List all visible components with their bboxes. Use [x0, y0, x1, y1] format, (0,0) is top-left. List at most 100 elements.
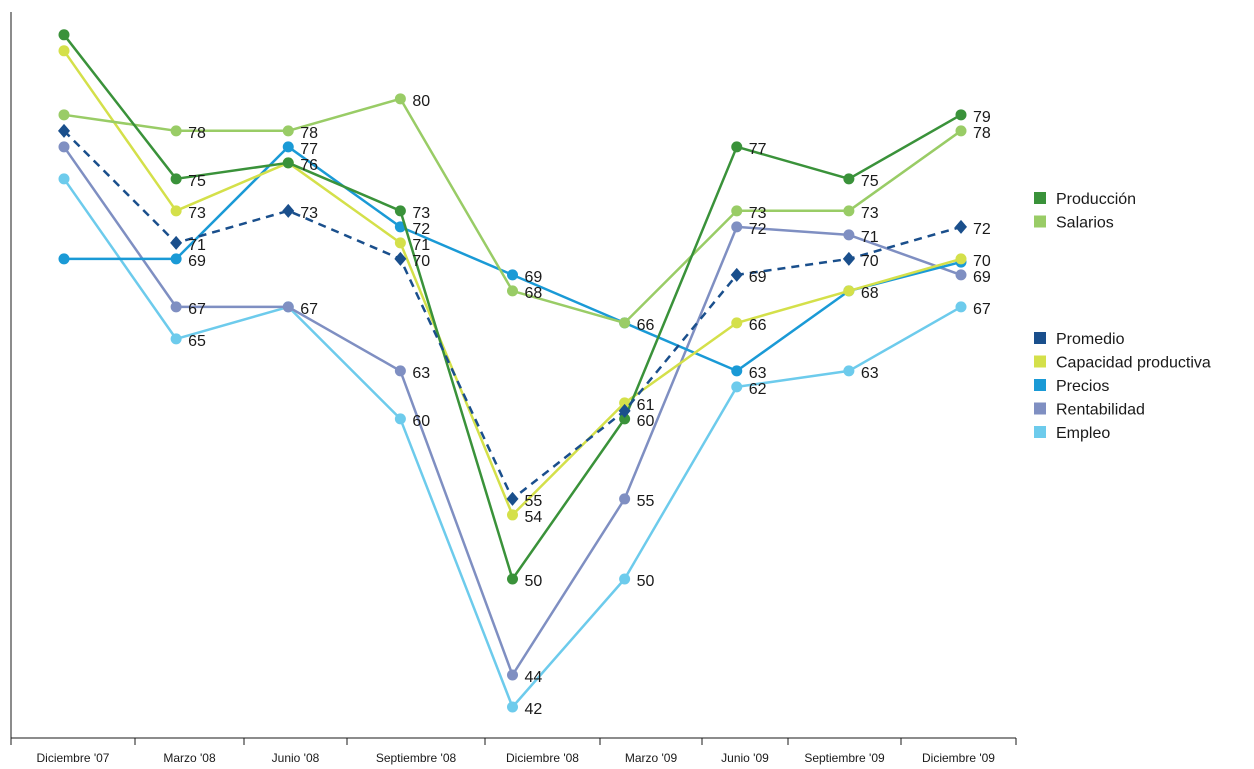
- data-label-salarios: 80: [412, 93, 430, 110]
- data-point-promedio: [618, 403, 631, 418]
- data-label-salarios: 78: [300, 125, 318, 142]
- data-label-empleo: 63: [861, 365, 879, 382]
- data-point-empleo: [394, 413, 406, 425]
- data-label-empleo: 65: [188, 333, 206, 350]
- data-label-produccion: 75: [861, 173, 879, 190]
- data-point-precios: [394, 221, 406, 233]
- legend: Producción Salarios Promedio Capacidad prod…: [1034, 191, 1211, 442]
- data-point-promedio: [58, 123, 70, 138]
- data-label-salarios: 78: [188, 125, 206, 142]
- data-label-rentabilidad: 72: [749, 221, 767, 238]
- data-label-rentabilidad: 55: [637, 493, 655, 510]
- data-point-salarios: [619, 317, 631, 329]
- data-label-capacidad-productiva: 76: [300, 157, 318, 174]
- legend-swatch: [1034, 215, 1046, 228]
- data-point-promedio: [394, 251, 407, 266]
- data-label-rentabilidad: 44: [525, 669, 543, 686]
- legend-swatch: [1034, 332, 1046, 344]
- data-label-salarios: 73: [861, 205, 879, 222]
- legend-swatch: [1034, 426, 1046, 438]
- data-point-produccion: [282, 157, 294, 169]
- legend-swatch: [1034, 402, 1046, 415]
- x-tick-label: Junio '08: [272, 751, 320, 765]
- legend-label: Empleo: [1056, 425, 1110, 442]
- data-point-produccion: [619, 413, 631, 425]
- series-salarios: [58, 93, 967, 329]
- data-point-rentabilidad: [282, 301, 294, 313]
- legend-label: Rentabilidad: [1056, 402, 1145, 419]
- data-point-precios: [170, 253, 182, 265]
- data-point-promedio: [506, 491, 519, 506]
- data-label-salarios: 73: [749, 205, 767, 222]
- data-label-empleo: 67: [973, 301, 991, 318]
- data-label-empleo: 60: [412, 413, 430, 430]
- data-point-rentabilidad: [58, 141, 70, 153]
- data-point-rentabilidad: [507, 669, 518, 681]
- data-label-rentabilidad: 69: [973, 269, 991, 286]
- data-point-salarios: [282, 125, 294, 137]
- data-point-rentabilidad: [955, 269, 967, 281]
- data-point-salarios: [170, 125, 182, 137]
- data-point-salarios: [58, 109, 70, 121]
- legend-item-empleo: Empleo: [1034, 425, 1110, 442]
- data-label-promedio: 69: [749, 269, 767, 286]
- data-point-produccion: [731, 141, 743, 153]
- data-label-empleo: 62: [749, 381, 767, 398]
- data-point-rentabilidad: [394, 365, 406, 377]
- data-point-precios: [731, 365, 743, 377]
- legend-label: Salarios: [1056, 215, 1114, 232]
- series-capacidad-productiva: [58, 45, 967, 521]
- data-point-precios: [58, 253, 70, 265]
- data-point-promedio: [730, 267, 743, 282]
- data-point-produccion: [170, 173, 182, 185]
- legend-swatch: [1034, 379, 1046, 391]
- legend-item-produccion: Producción: [1034, 191, 1136, 208]
- data-label-precios: 77: [300, 141, 318, 158]
- data-label-capacidad-productiva: 66: [749, 317, 767, 334]
- data-label-promedio: 55: [525, 493, 543, 510]
- data-point-produccion: [955, 109, 967, 121]
- data-point-precios: [282, 141, 294, 153]
- legend-swatch: [1034, 355, 1046, 368]
- legend-label: Producción: [1056, 191, 1136, 208]
- data-label-promedio: 70: [412, 253, 430, 270]
- data-label-rentabilidad: 67: [188, 301, 206, 318]
- data-point-rentabilidad: [843, 229, 855, 241]
- data-point-empleo: [619, 573, 631, 585]
- data-point-empleo: [170, 333, 182, 345]
- data-point-empleo: [731, 381, 743, 393]
- legend-label: Precios: [1056, 378, 1109, 395]
- data-point-precios: [507, 269, 518, 281]
- data-label-produccion: 60: [637, 413, 655, 430]
- legend-swatch: [1034, 192, 1046, 204]
- data-label-capacidad-productiva: 71: [412, 237, 430, 254]
- data-point-capacidad-productiva: [58, 45, 70, 57]
- x-axis-ticks: Diciembre '07 Marzo '08 Junio '08 Septiembr…: [10, 738, 1017, 765]
- data-point-empleo: [843, 365, 855, 377]
- data-label-capacidad-productiva: 73: [188, 205, 206, 222]
- data-label-promedio: 70: [861, 253, 879, 270]
- x-tick-label: Septiembre '08: [376, 751, 457, 765]
- x-tick-label: Septiembre '09: [804, 751, 885, 765]
- data-label-capacidad-productiva: 61: [637, 397, 655, 414]
- data-point-promedio: [170, 235, 183, 250]
- series-layer: [58, 29, 967, 713]
- series-rentabilidad: [58, 141, 967, 681]
- data-point-empleo: [507, 701, 518, 713]
- legend-label: Capacidad productiva: [1056, 355, 1211, 372]
- data-label-empleo: 50: [637, 573, 655, 590]
- data-point-empleo: [955, 301, 967, 313]
- data-point-capacidad-productiva: [170, 205, 182, 217]
- series-produccion: [58, 29, 967, 585]
- data-label-produccion: 50: [525, 573, 543, 590]
- data-point-produccion: [843, 173, 855, 185]
- data-point-rentabilidad: [731, 221, 743, 233]
- series-line-rentabilidad: [62, 146, 962, 677]
- data-label-produccion: 73: [412, 205, 430, 222]
- x-tick-label: Diciembre '07: [37, 751, 110, 765]
- data-label-empleo: 42: [525, 701, 543, 718]
- data-point-capacidad-productiva: [507, 509, 518, 521]
- data-label-capacidad-productiva: 70: [973, 253, 991, 270]
